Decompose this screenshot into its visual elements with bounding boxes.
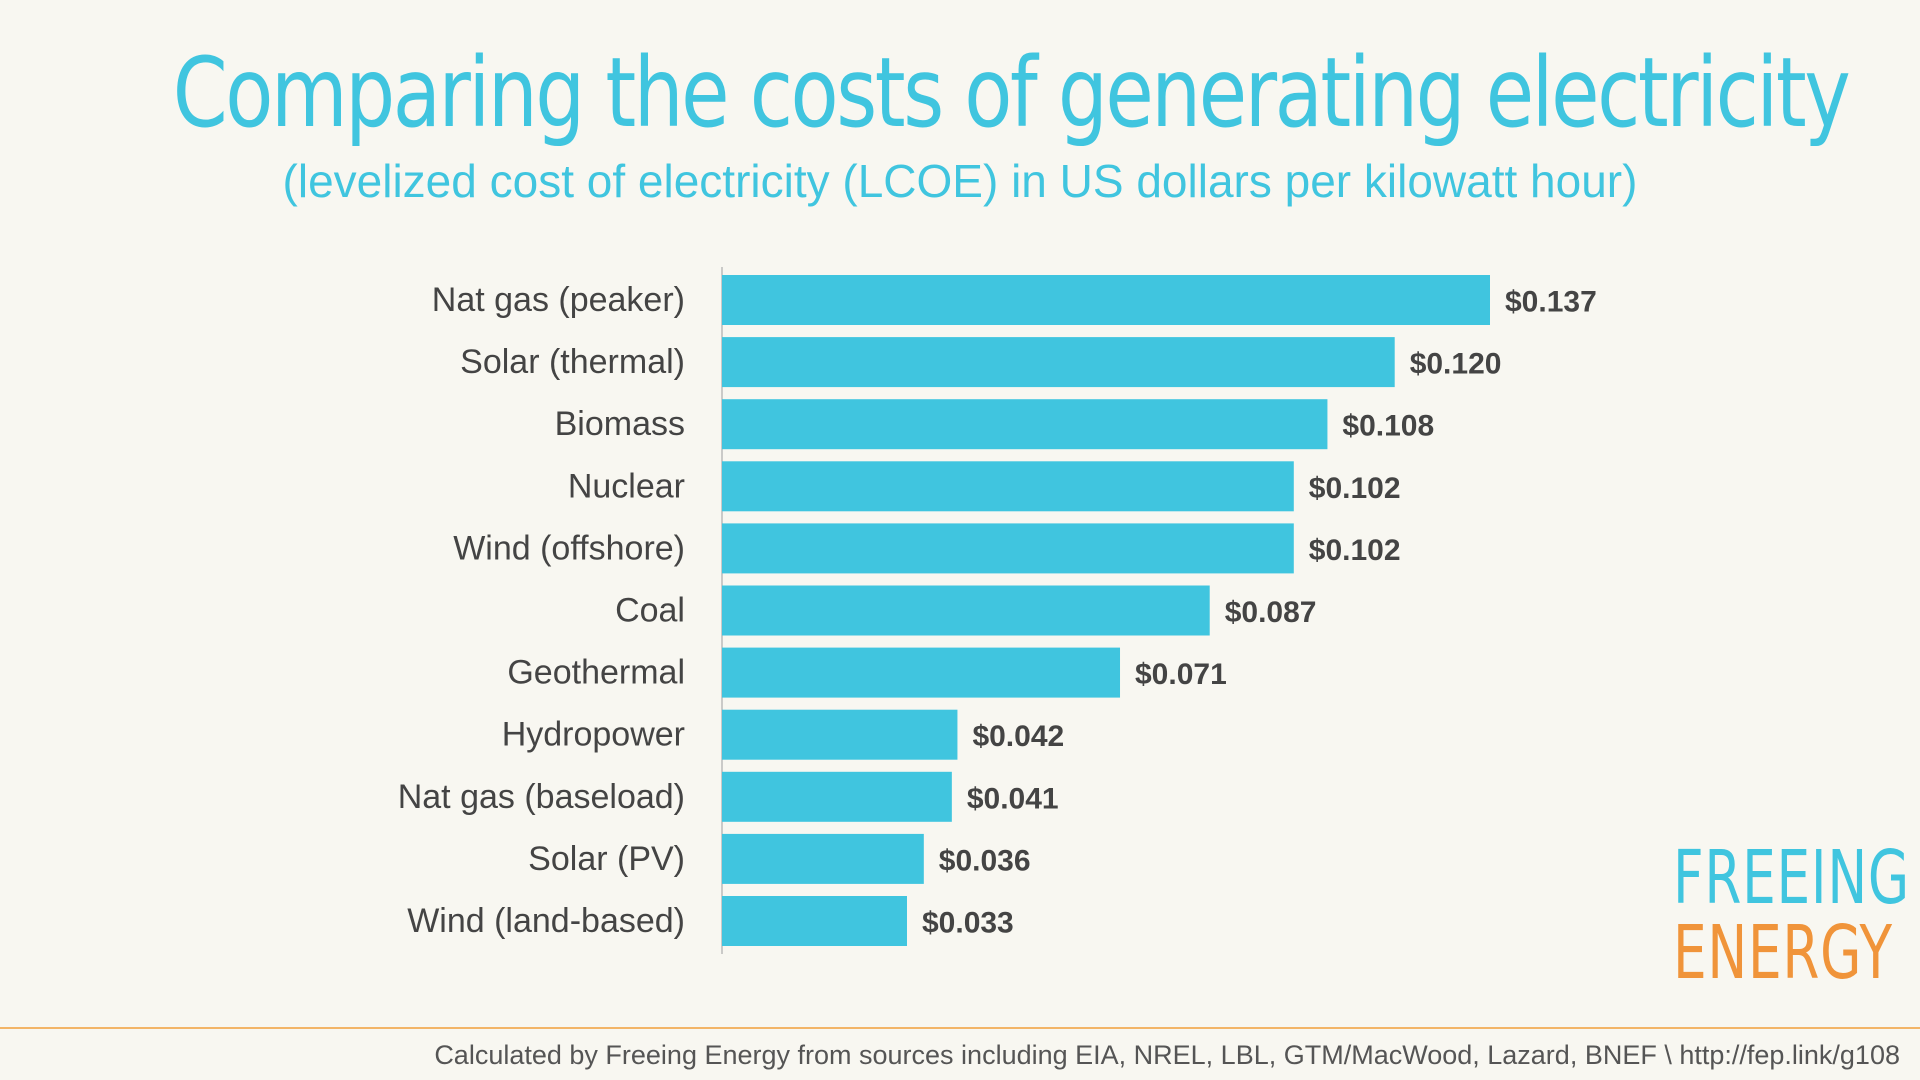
value-label: $0.137	[1505, 286, 1597, 319]
value-label: $0.087	[1225, 596, 1317, 629]
chart-title: Comparing the costs of generating electr…	[172, 37, 1851, 149]
category-label: Hydropower	[502, 716, 685, 754]
value-label: $0.033	[922, 907, 1014, 940]
category-label: Geothermal	[507, 654, 685, 692]
category-label: Nat gas (baseload)	[398, 778, 685, 816]
footer-source: Calculated by Freeing Energy from source…	[434, 1040, 1900, 1070]
bar	[722, 461, 1294, 512]
logo-energy: ENERGY	[1673, 910, 1893, 996]
category-label: Coal	[615, 592, 685, 630]
value-label: $0.042	[972, 720, 1064, 753]
category-label: Wind (offshore)	[453, 529, 685, 567]
logo-freeing: FREEING	[1673, 835, 1910, 921]
bar	[722, 833, 924, 884]
category-label: Solar (thermal)	[460, 343, 685, 381]
bar	[722, 771, 952, 822]
value-label: $0.108	[1342, 410, 1434, 443]
bar	[722, 275, 1490, 325]
value-label: $0.102	[1309, 534, 1401, 567]
bar	[722, 523, 1294, 574]
category-label: Biomass	[555, 405, 685, 443]
bar-chart: Nat gas (peaker) $0.137 Solar (thermal) $0.…	[398, 267, 1597, 954]
value-label: $0.041	[967, 782, 1059, 815]
category-label: Nat gas (peaker)	[432, 281, 685, 319]
value-label: $0.120	[1410, 348, 1502, 381]
bar	[722, 647, 1121, 698]
bar	[722, 337, 1395, 388]
footer-divider	[0, 1027, 1920, 1029]
category-label: Wind (land-based)	[407, 902, 685, 940]
bar	[722, 709, 958, 760]
bar	[722, 896, 907, 946]
bar	[722, 399, 1328, 450]
category-label: Nuclear	[568, 467, 685, 505]
value-label: $0.102	[1309, 472, 1401, 505]
category-label: Solar (PV)	[528, 840, 685, 878]
chart-subtitle: (levelized cost of electricity (LCOE) in…	[282, 155, 1638, 207]
value-label: $0.036	[939, 844, 1031, 877]
bar	[722, 585, 1210, 636]
value-label: $0.071	[1135, 658, 1227, 691]
